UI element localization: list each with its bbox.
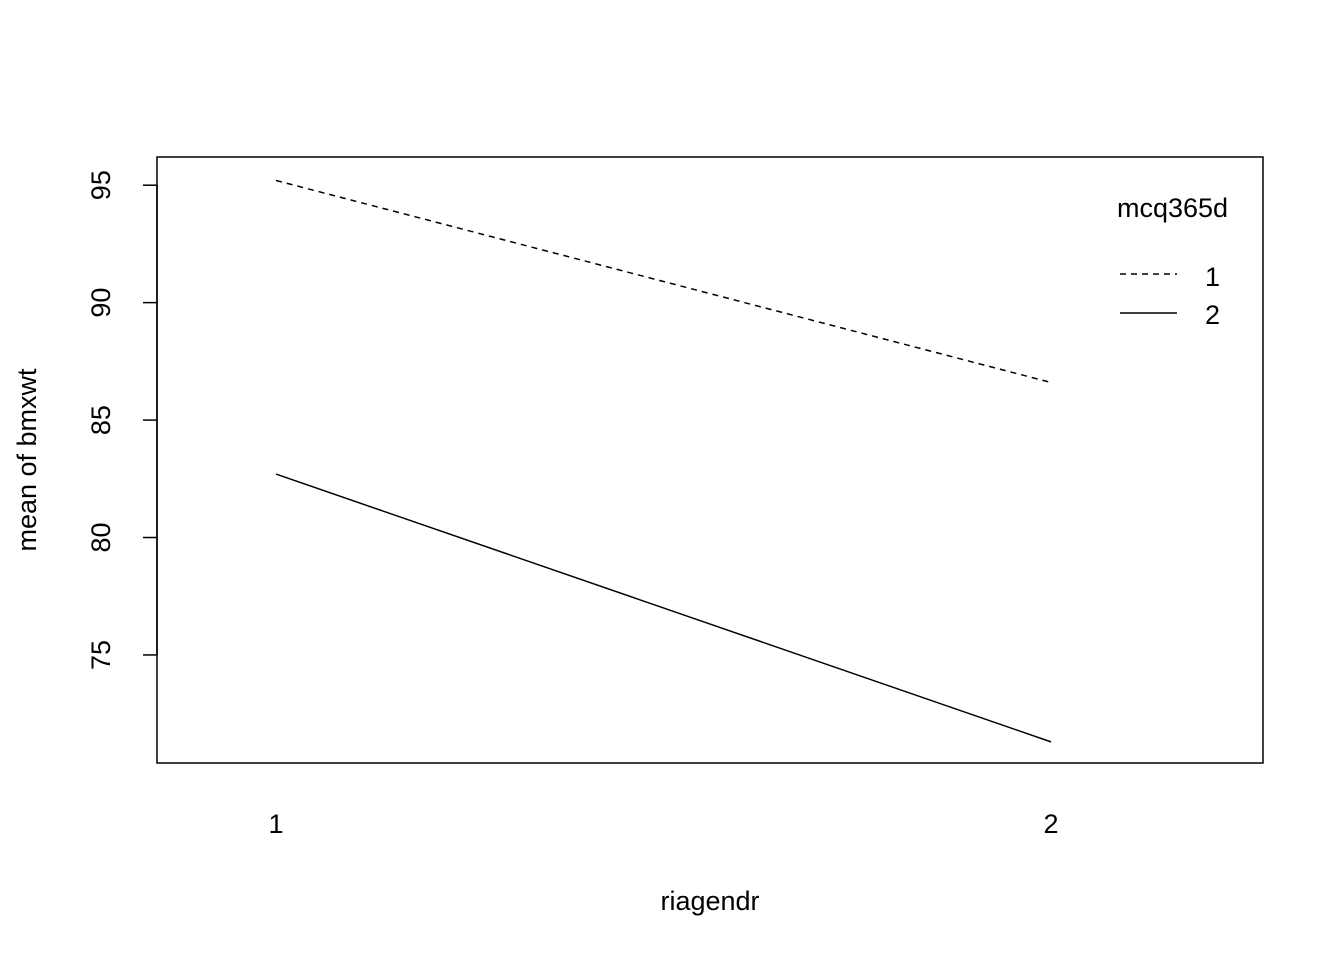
x-tick-label: 1	[268, 809, 283, 839]
y-tick-label: 95	[86, 170, 116, 200]
legend-label-1: 1	[1205, 262, 1220, 292]
y-tick-label: 90	[86, 288, 116, 318]
x-axis-title: riagendr	[660, 886, 759, 916]
y-tick-label: 75	[86, 640, 116, 670]
series-line-2	[275, 473, 1052, 743]
plot-frame	[156, 156, 1264, 764]
legend: mcq365d 1 2	[1117, 193, 1228, 330]
y-tick-label: 85	[86, 405, 116, 435]
y-axis: 75 80 85 90 95	[86, 170, 158, 670]
x-tick-label: 2	[1043, 809, 1058, 839]
y-tick-label: 80	[86, 522, 116, 552]
series-lines	[275, 179, 1052, 743]
series-line-1	[275, 179, 1052, 384]
legend-title: mcq365d	[1117, 193, 1228, 223]
y-axis-title: mean of bmxwt	[12, 368, 42, 552]
legend-label-2: 2	[1205, 300, 1220, 330]
